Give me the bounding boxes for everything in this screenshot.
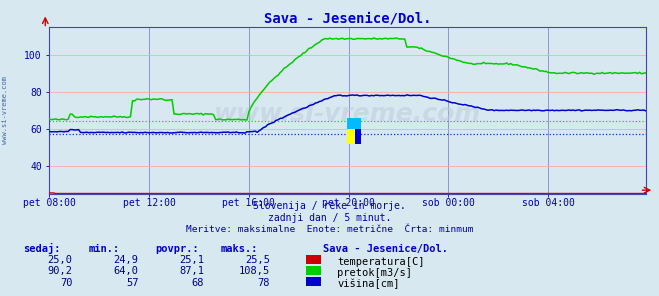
Text: www.si-vreme.com: www.si-vreme.com (214, 102, 481, 126)
Text: 64,0: 64,0 (113, 266, 138, 276)
Text: 108,5: 108,5 (239, 266, 270, 276)
Text: 78: 78 (258, 278, 270, 288)
Bar (347, 129, 361, 144)
Title: Sava - Jesenice/Dol.: Sava - Jesenice/Dol. (264, 12, 432, 25)
Text: 24,9: 24,9 (113, 255, 138, 266)
Text: temperatura[C]: temperatura[C] (337, 257, 425, 267)
Bar (355, 129, 361, 144)
Text: min.:: min.: (89, 244, 120, 254)
Text: višina[cm]: višina[cm] (337, 279, 400, 289)
Text: www.si-vreme.com: www.si-vreme.com (2, 75, 9, 144)
Text: 90,2: 90,2 (47, 266, 72, 276)
Text: pretok[m3/s]: pretok[m3/s] (337, 268, 413, 278)
Text: Slovenija / reke in morje.: Slovenija / reke in morje. (253, 201, 406, 211)
Text: maks.:: maks.: (221, 244, 258, 254)
Text: Meritve: maksimalne  Enote: metrične  Črta: minmum: Meritve: maksimalne Enote: metrične Črta… (186, 225, 473, 234)
Text: 57: 57 (126, 278, 138, 288)
Text: 68: 68 (192, 278, 204, 288)
Bar (347, 118, 361, 129)
Text: 70: 70 (60, 278, 72, 288)
Text: 25,1: 25,1 (179, 255, 204, 266)
Text: 25,5: 25,5 (245, 255, 270, 266)
Text: sedaj:: sedaj: (23, 243, 61, 254)
Text: Sava - Jesenice/Dol.: Sava - Jesenice/Dol. (323, 244, 448, 254)
Text: 25,0: 25,0 (47, 255, 72, 266)
Text: povpr.:: povpr.: (155, 244, 198, 254)
Text: zadnji dan / 5 minut.: zadnji dan / 5 minut. (268, 213, 391, 223)
Text: 87,1: 87,1 (179, 266, 204, 276)
